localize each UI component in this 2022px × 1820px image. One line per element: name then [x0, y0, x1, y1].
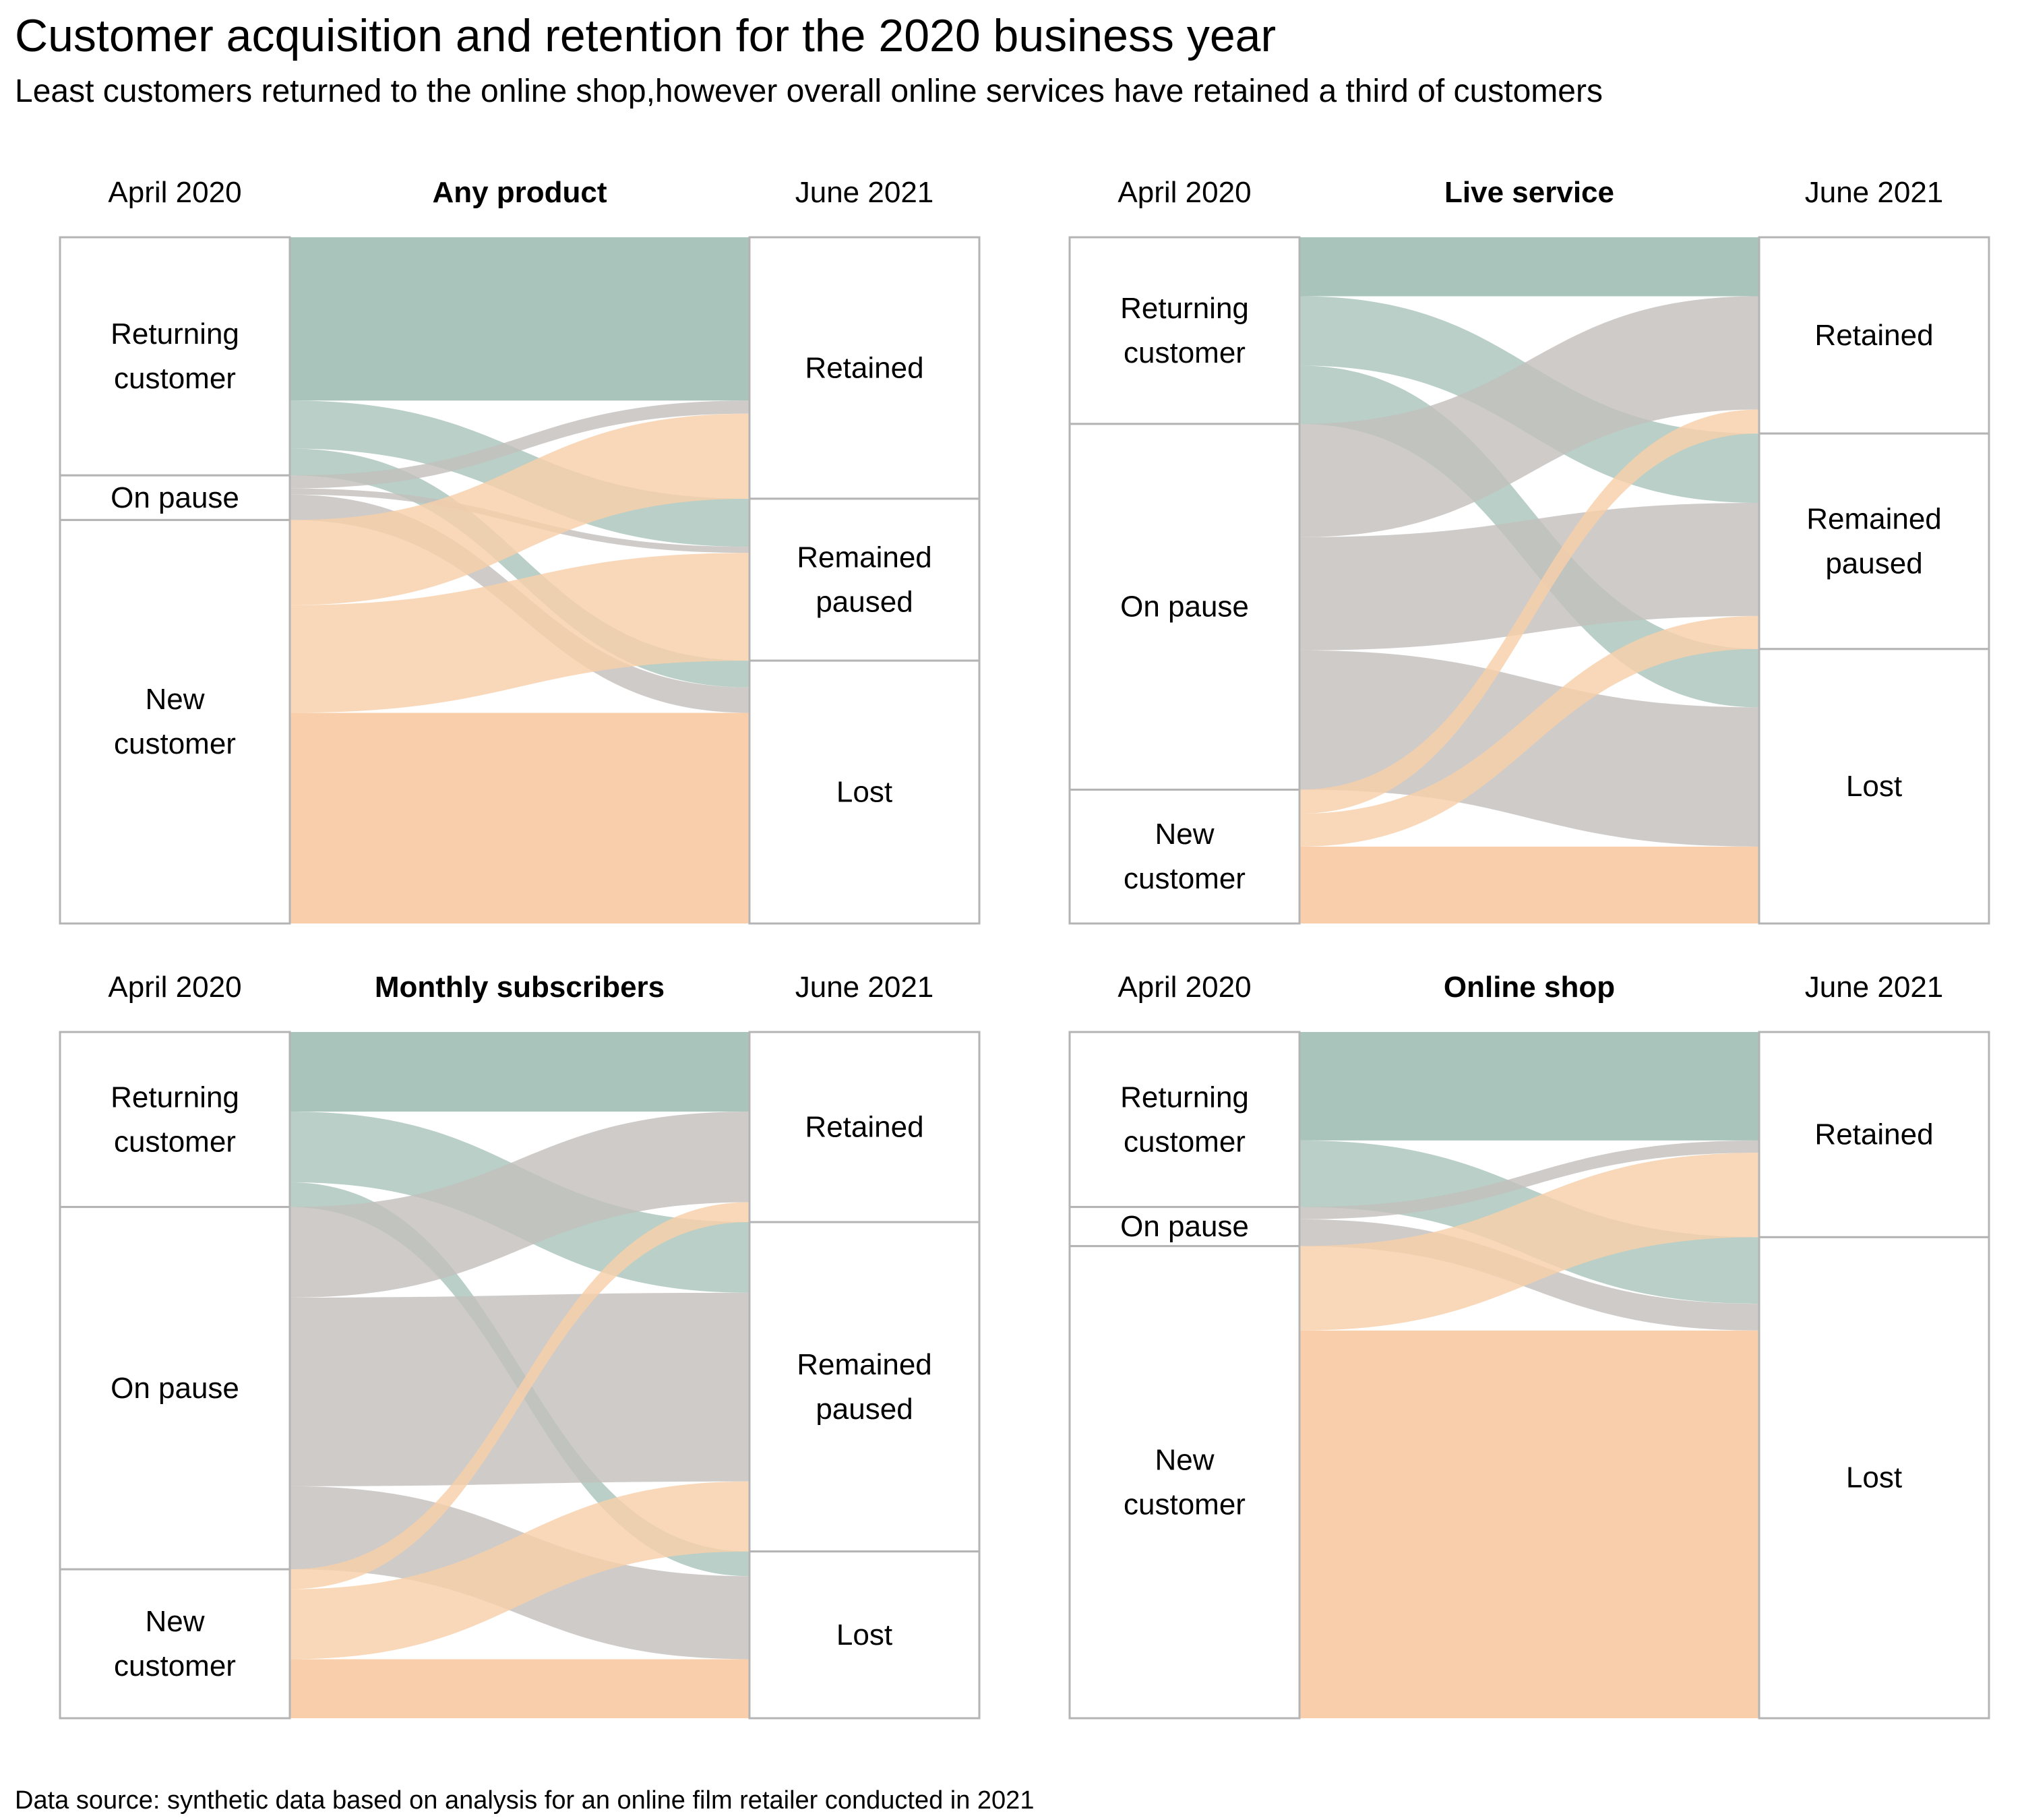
- source-label-new: New: [145, 683, 204, 716]
- source-label-new: customer: [1124, 1488, 1246, 1521]
- source-label-new: customer: [114, 727, 236, 760]
- right-header: June 2021: [795, 176, 934, 209]
- source-node-returning: [1068, 1031, 1301, 1209]
- source-label-new: customer: [114, 1649, 236, 1682]
- flow-new-to-paused: [290, 1481, 749, 1660]
- target-label-lost: Lost: [836, 1618, 892, 1651]
- flow-bands: [290, 1032, 749, 1718]
- flow-new-to-paused: [1299, 615, 1759, 847]
- source-node-new: [1068, 788, 1301, 925]
- panel-title: Any product: [432, 176, 607, 209]
- source-label-pause: On pause: [1120, 1210, 1249, 1243]
- sankey-panel-live-service: April 2020 Live service June 2021 Returning…: [1068, 176, 1990, 925]
- flow-new-to-retained: [290, 413, 749, 605]
- flow-pause-to-retained: [1299, 296, 1759, 537]
- flow-new-to-retained: [1299, 1153, 1759, 1331]
- sankey-panel-monthly-subscribers: April 2020 Monthly subscribers June 2021 Re…: [59, 971, 981, 1720]
- sankey-panel-online-shop: April 2020 Online shop June 2021 Returning c…: [1068, 971, 1990, 1720]
- panel-title: Online shop: [1444, 971, 1615, 1004]
- target-label-paused: paused: [816, 1393, 913, 1426]
- target-node-lost: [1758, 1236, 1990, 1720]
- flow-new-to-lost: [1299, 1330, 1759, 1718]
- panel-title: Monthly subscribers: [375, 971, 665, 1004]
- flow-returning-to-retained: [1299, 237, 1759, 297]
- source-label-new: New: [1155, 818, 1214, 851]
- source-label-new: New: [145, 1605, 204, 1638]
- flow-new-to-retained: [1299, 409, 1759, 814]
- source-node-new: [59, 1568, 291, 1720]
- target-node-retained: [1758, 236, 1990, 435]
- target-label-paused: paused: [816, 585, 913, 618]
- source-node-pause: [1068, 423, 1301, 791]
- flow-returning-to-retained: [290, 1032, 749, 1112]
- target-node-lost: [748, 1550, 981, 1720]
- target-label-retained: Retained: [1814, 319, 1933, 352]
- flow-bands: [290, 237, 749, 923]
- right-header: June 2021: [1805, 971, 1944, 1004]
- source-label-pause: On pause: [1120, 590, 1249, 624]
- source-label-returning: Returning: [1120, 1081, 1249, 1114]
- sankey-panel-any-product: April 2020 Any product June 2021 Returning c…: [59, 176, 981, 925]
- data-source-note: Data source: synthetic data based on ana…: [15, 1786, 1035, 1815]
- left-header: April 2020: [1117, 971, 1251, 1004]
- flow-new-to-paused: [290, 553, 749, 713]
- right-header: June 2021: [1805, 176, 1944, 209]
- source-label-returning: Returning: [111, 317, 239, 351]
- source-node-returning: [1068, 236, 1301, 425]
- target-node-paused: [748, 497, 981, 662]
- flow-new-to-retained: [290, 1202, 749, 1589]
- flow-new-to-lost: [1299, 846, 1759, 923]
- chart-title: Customer acquisition and retention for t…: [15, 10, 1277, 61]
- flow-returning-to-retained: [1299, 1032, 1759, 1141]
- target-label-paused: Remained: [797, 541, 932, 574]
- target-node-lost: [1758, 648, 1990, 925]
- target-node-paused: [1758, 432, 1990, 650]
- target-node-paused: [748, 1221, 981, 1553]
- source-label-returning: Returning: [111, 1081, 239, 1114]
- target-label-lost: Lost: [1846, 770, 1902, 803]
- source-label-new: New: [1155, 1443, 1214, 1476]
- flow-pause-to-retained: [1299, 1140, 1759, 1219]
- flow-returning-to-lost: [290, 448, 749, 688]
- panel-title: Live service: [1444, 176, 1614, 209]
- target-node-retained: [748, 1031, 981, 1223]
- target-label-lost: Lost: [1846, 1461, 1902, 1494]
- flow-returning-to-retained: [290, 237, 749, 401]
- target-label-lost: Lost: [836, 776, 892, 809]
- target-label-paused: paused: [1825, 547, 1922, 580]
- source-label-returning: customer: [114, 362, 236, 395]
- target-label-retained: Retained: [1814, 1118, 1933, 1151]
- target-node-lost: [748, 659, 981, 925]
- target-label-paused: Remained: [1806, 502, 1942, 535]
- flow-new-to-lost: [290, 1659, 749, 1718]
- source-label-returning: customer: [1124, 336, 1246, 369]
- target-label-retained: Retained: [805, 1110, 923, 1143]
- flow-pause-to-retained: [290, 400, 749, 489]
- flow-pause-to-paused: [1299, 502, 1759, 650]
- target-label-paused: Remained: [797, 1348, 932, 1381]
- source-label-returning: customer: [1124, 1125, 1246, 1158]
- target-label-retained: Retained: [805, 351, 923, 384]
- source-node-pause: [59, 1206, 291, 1571]
- source-label-pause: On pause: [111, 1372, 239, 1405]
- left-header: April 2020: [108, 971, 241, 1004]
- right-header: June 2021: [795, 971, 934, 1004]
- source-node-new: [1068, 1245, 1301, 1720]
- flow-bands: [1299, 1032, 1759, 1718]
- source-label-returning: Returning: [1120, 292, 1249, 325]
- source-node-returning: [59, 236, 291, 477]
- source-label-pause: On pause: [111, 481, 239, 514]
- source-label-new: customer: [1124, 862, 1246, 895]
- flow-pause-to-retained: [290, 1112, 749, 1298]
- source-label-returning: customer: [114, 1125, 236, 1158]
- left-header: April 2020: [108, 176, 241, 209]
- chart-subtitle: Least customers returned to the online s…: [15, 73, 1603, 109]
- flow-pause-to-lost: [1299, 650, 1759, 847]
- flow-new-to-lost: [290, 712, 749, 923]
- left-header: April 2020: [1117, 176, 1251, 209]
- flow-bands: [1299, 237, 1759, 923]
- source-node-returning: [59, 1031, 291, 1209]
- source-node-new: [59, 518, 291, 925]
